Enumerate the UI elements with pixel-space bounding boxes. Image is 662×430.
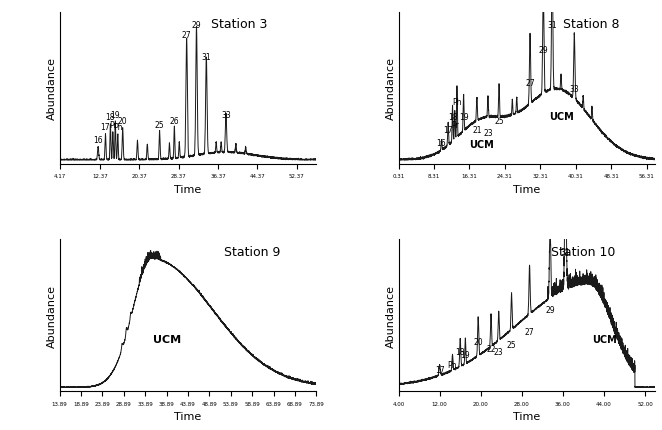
- Text: Ph: Ph: [113, 123, 122, 132]
- Text: 29: 29: [192, 21, 201, 30]
- Y-axis label: Abundance: Abundance: [386, 284, 396, 347]
- Text: UCM: UCM: [549, 111, 573, 121]
- Text: 16: 16: [93, 136, 103, 145]
- Text: 31: 31: [547, 21, 557, 30]
- Text: UCM: UCM: [469, 140, 494, 150]
- Text: 31: 31: [561, 248, 570, 257]
- Text: 26: 26: [169, 117, 179, 126]
- Text: 18: 18: [448, 113, 457, 122]
- Text: 17: 17: [444, 126, 453, 135]
- Text: Station 3: Station 3: [211, 18, 267, 31]
- Text: 29: 29: [545, 305, 555, 314]
- Text: 33: 33: [569, 85, 579, 94]
- Text: 27: 27: [525, 78, 535, 87]
- Text: UCM: UCM: [592, 335, 616, 344]
- Text: 25: 25: [495, 117, 504, 126]
- Text: UCM: UCM: [153, 335, 181, 344]
- Text: 19: 19: [461, 350, 470, 359]
- Text: Station 8: Station 8: [563, 18, 620, 31]
- Y-axis label: Abundance: Abundance: [47, 284, 57, 347]
- X-axis label: Time: Time: [513, 412, 541, 421]
- Text: 17: 17: [435, 366, 444, 375]
- Y-axis label: Abundance: Abundance: [47, 57, 57, 120]
- Text: 18: 18: [106, 113, 115, 122]
- X-axis label: Time: Time: [174, 412, 202, 421]
- Text: 21: 21: [472, 126, 482, 135]
- Text: 25: 25: [506, 340, 516, 349]
- Text: Ph: Ph: [448, 360, 457, 369]
- Text: 19: 19: [111, 111, 120, 120]
- Text: 31: 31: [201, 52, 211, 61]
- Text: Station 10: Station 10: [551, 245, 616, 258]
- Text: Pr: Pr: [451, 121, 459, 129]
- Text: 20: 20: [473, 338, 483, 347]
- Text: 33: 33: [221, 111, 231, 120]
- Text: 25: 25: [155, 121, 164, 129]
- Text: 27: 27: [525, 327, 534, 336]
- Y-axis label: Abundance: Abundance: [386, 57, 396, 120]
- Text: Pr: Pr: [109, 121, 117, 129]
- Text: 27: 27: [182, 31, 191, 40]
- Text: 19: 19: [459, 113, 469, 122]
- X-axis label: Time: Time: [513, 184, 541, 194]
- Text: 17: 17: [101, 123, 111, 132]
- Text: Ph: Ph: [452, 98, 461, 107]
- Text: 23: 23: [483, 128, 493, 137]
- Text: 16: 16: [437, 138, 446, 147]
- Text: 18: 18: [455, 348, 465, 356]
- Text: 23: 23: [494, 348, 504, 356]
- Text: 20: 20: [118, 117, 128, 126]
- X-axis label: Time: Time: [174, 184, 202, 194]
- Text: Station 9: Station 9: [224, 245, 281, 258]
- Text: 29: 29: [538, 46, 548, 55]
- Text: 22: 22: [487, 344, 496, 353]
